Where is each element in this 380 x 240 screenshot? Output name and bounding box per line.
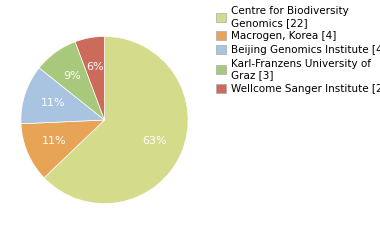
Text: 63%: 63% [142, 136, 167, 146]
Text: 11%: 11% [41, 98, 65, 108]
Text: 6%: 6% [86, 61, 104, 72]
Wedge shape [39, 42, 105, 120]
Wedge shape [21, 120, 104, 178]
Text: 11%: 11% [42, 136, 67, 146]
Wedge shape [44, 36, 188, 204]
Wedge shape [75, 36, 105, 120]
Legend: Centre for Biodiversity
Genomics [22], Macrogen, Korea [4], Beijing Genomics Ins: Centre for Biodiversity Genomics [22], M… [214, 4, 380, 96]
Text: 9%: 9% [64, 71, 81, 81]
Wedge shape [21, 68, 104, 124]
